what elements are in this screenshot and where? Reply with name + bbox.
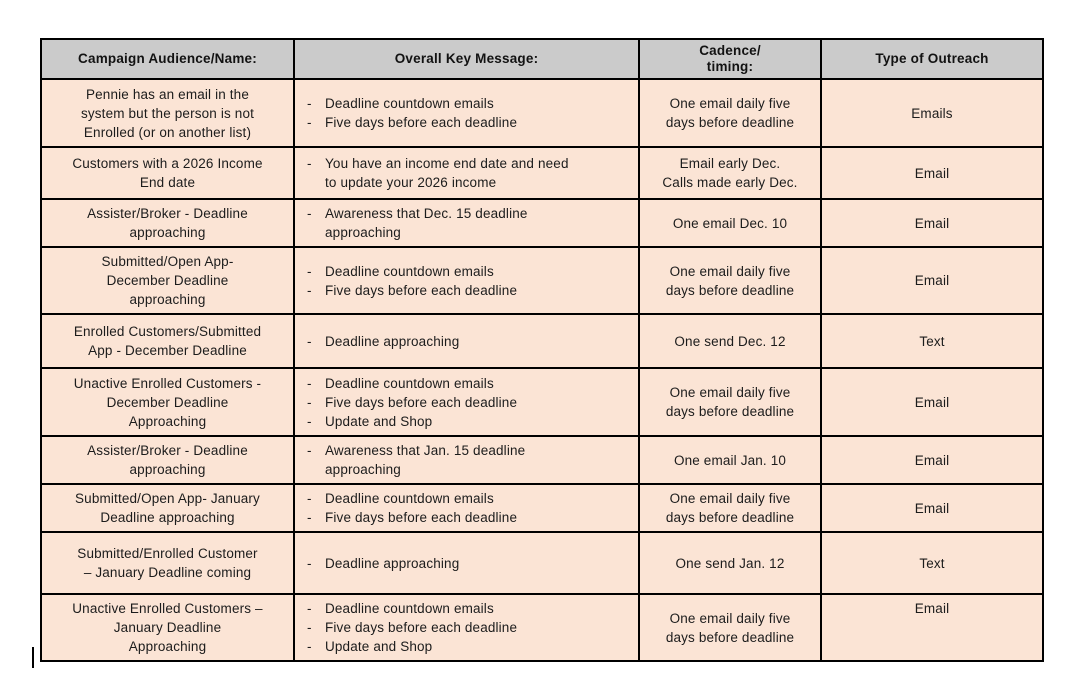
audience-cell: Assister/Broker - Deadline approaching — [40, 435, 295, 485]
table-row: Enrolled Customers/Submitted App - Decem… — [40, 313, 1044, 369]
key-message-bullet: Deadline countdown emails — [299, 489, 630, 508]
cadence-cell: One email daily five days before deadlin… — [638, 593, 822, 662]
header-type-of-outreach: Type of Outreach — [820, 38, 1044, 80]
key-message-text: Deadline countdown emails — [325, 491, 494, 506]
audience-cell: Submitted/Enrolled Customer – January De… — [40, 531, 295, 595]
key-message-bullet: Deadline countdown emails — [299, 374, 630, 393]
audience-cell: Submitted/Open App- December Deadline ap… — [40, 246, 295, 315]
key-message-cell: Deadline approaching — [293, 313, 640, 369]
header-cadence-timing: Cadence/ timing: — [638, 38, 822, 80]
cadence-cell: Email early Dec. Calls made early Dec. — [638, 146, 822, 200]
audience-cell: Customers with a 2026 Income End date — [40, 146, 295, 200]
key-message-bullet: Five days before each deadline — [299, 508, 630, 527]
outreach-type-cell: Emails — [820, 78, 1044, 148]
key-message-text: Five days before each deadline — [325, 282, 518, 298]
key-message-cell: Deadline approaching — [293, 531, 640, 595]
key-message-bullet: Five days before each deadline — [299, 393, 630, 412]
key-message-bullet: Deadline countdown emails — [299, 599, 630, 618]
key-message-bullet: Deadline approaching — [299, 554, 630, 573]
outreach-type-cell: Email — [820, 198, 1044, 248]
key-message-cell: Awareness that Dec. 15 deadline approach… — [293, 198, 640, 248]
key-message-cell: Deadline countdown emails Five days befor… — [293, 593, 640, 662]
key-message-bullet: Five days before each deadline — [299, 113, 630, 132]
key-message-text: Update and Shop — [325, 413, 433, 429]
table-row: Submitted/Open App- January Deadline app… — [40, 483, 1044, 533]
outreach-type-cell: Email — [820, 367, 1044, 437]
key-message-bullet: Five days before each deadline — [299, 618, 630, 637]
outreach-type-cell: Email — [820, 483, 1044, 533]
key-message-text: Five days before each deadline — [325, 115, 518, 130]
key-message-text: Five days before each deadline — [325, 510, 518, 525]
outreach-type-cell: Email — [820, 246, 1044, 315]
key-message-bullet: Update and Shop — [299, 637, 630, 656]
table-row: Unactive Enrolled Customers – January De… — [40, 593, 1044, 662]
key-message-text: Deadline approaching — [325, 333, 460, 349]
table-row: Assister/Broker - Deadline approaching Aw… — [40, 198, 1044, 248]
key-message-bullet: Deadline countdown emails — [299, 262, 630, 281]
key-message-cell: Deadline countdown emails Five days befor… — [293, 483, 640, 533]
key-message-text: Five days before each deadline — [325, 620, 518, 635]
text-cursor — [32, 647, 34, 668]
cadence-cell: One send Jan. 12 — [638, 531, 822, 595]
key-message-cell: You have an income end date and need to … — [293, 146, 640, 200]
key-message-text: Awareness that Dec. 15 deadline approach… — [325, 206, 528, 240]
audience-cell: Submitted/Open App- January Deadline app… — [40, 483, 295, 533]
audience-cell: Pennie has an email in the system but th… — [40, 78, 295, 148]
audience-cell: Assister/Broker - Deadline approaching — [40, 198, 295, 248]
audience-cell: Enrolled Customers/Submitted App - Decem… — [40, 313, 295, 369]
key-message-cell: Awareness that Jan. 15 deadline approach… — [293, 435, 640, 485]
outreach-type-cell: Email — [820, 146, 1044, 200]
audience-cell: Unactive Enrolled Customers - December D… — [40, 367, 295, 437]
audience-cell: Unactive Enrolled Customers – January De… — [40, 593, 295, 662]
key-message-bullet: Five days before each deadline — [299, 281, 630, 300]
cadence-cell: One email daily five days before deadlin… — [638, 483, 822, 533]
table-body: Pennie has an email in the system but th… — [40, 78, 1044, 662]
table-row: Submitted/Open App- December Deadline ap… — [40, 246, 1044, 315]
key-message-bullet: Deadline approaching — [299, 332, 630, 351]
cadence-cell: One email daily five days before deadlin… — [638, 246, 822, 315]
key-message-bullet: You have an income end date and need to … — [299, 154, 630, 192]
key-message-text: Update and Shop — [325, 639, 433, 654]
key-message-bullet: Awareness that Dec. 15 deadline approach… — [299, 204, 630, 242]
table-row: Assister/Broker - Deadline approaching Aw… — [40, 435, 1044, 485]
key-message-text: You have an income end date and need to … — [325, 156, 569, 190]
outreach-type-cell: Text — [820, 313, 1044, 369]
outreach-type-cell: Text — [820, 531, 1044, 595]
key-message-text: Deadline approaching — [325, 555, 460, 571]
cadence-cell: One email Jan. 10 — [638, 435, 822, 485]
outreach-type-cell: Email — [820, 435, 1044, 485]
key-message-bullet: Deadline countdown emails — [299, 94, 630, 113]
key-message-text: Awareness that Jan. 15 deadline approach… — [325, 443, 526, 477]
key-message-cell: Deadline countdown emails Five days befor… — [293, 78, 640, 148]
campaign-outreach-table: Campaign Audience/Name: Overall Key Mess… — [40, 38, 1044, 662]
cadence-cell: One email daily five days before deadlin… — [638, 367, 822, 437]
key-message-text: Five days before each deadline — [325, 394, 518, 410]
table-row: Customers with a 2026 Income End date You… — [40, 146, 1044, 200]
header-campaign-audience: Campaign Audience/Name: — [40, 38, 295, 80]
header-overall-key-message: Overall Key Message: — [293, 38, 640, 80]
key-message-cell: Deadline countdown emails Five days befor… — [293, 367, 640, 437]
key-message-text: Deadline countdown emails — [325, 601, 494, 616]
key-message-cell: Deadline countdown emails Five days befor… — [293, 246, 640, 315]
cadence-cell: One email Dec. 10 — [638, 198, 822, 248]
outreach-type-cell: Email — [820, 593, 1044, 662]
key-message-bullet: Update and Shop — [299, 412, 630, 431]
table-row: Submitted/Enrolled Customer – January De… — [40, 531, 1044, 595]
key-message-text: Deadline countdown emails — [325, 96, 494, 111]
table-row: Unactive Enrolled Customers - December D… — [40, 367, 1044, 437]
cadence-cell: One email daily five days before deadlin… — [638, 78, 822, 148]
key-message-text: Deadline countdown emails — [325, 375, 494, 391]
table-header-row: Campaign Audience/Name: Overall Key Mess… — [40, 38, 1044, 80]
key-message-bullet: Awareness that Jan. 15 deadline approach… — [299, 441, 630, 479]
cadence-cell: One send Dec. 12 — [638, 313, 822, 369]
table-row: Pennie has an email in the system but th… — [40, 78, 1044, 148]
key-message-text: Deadline countdown emails — [325, 263, 494, 279]
